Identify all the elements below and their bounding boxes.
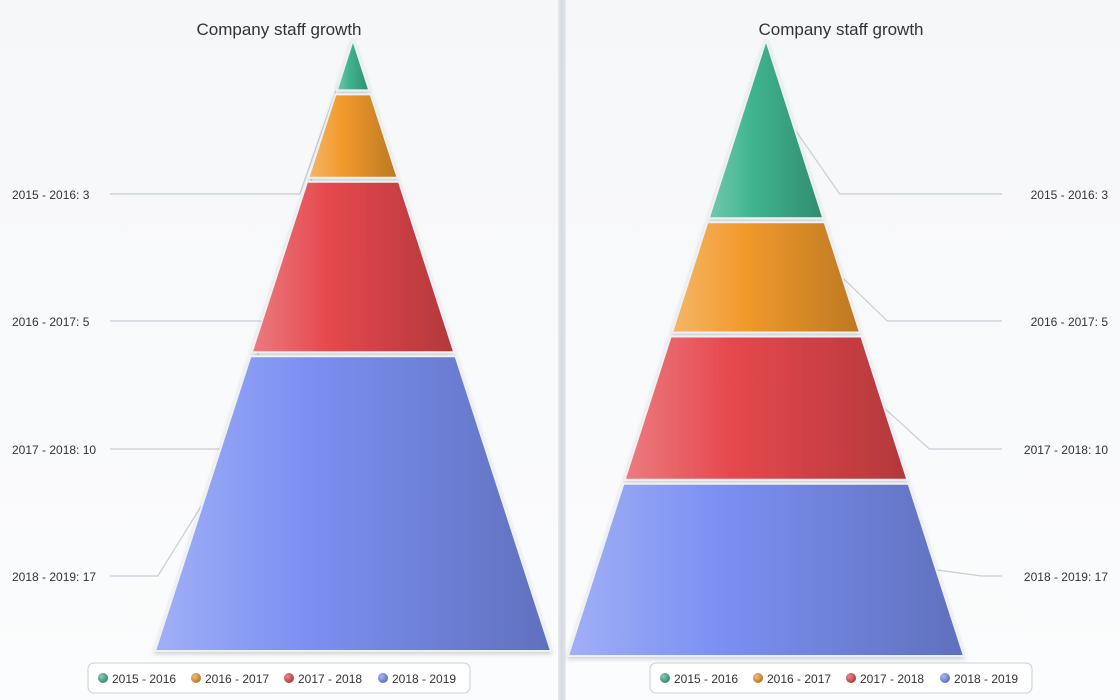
left-legend-item-1[interactable]: 2015 - 2016 — [112, 672, 176, 686]
left-legend-marker-3[interactable] — [284, 673, 294, 683]
left-segments — [153, 36, 553, 652]
left-legend-box — [87, 662, 471, 694]
right-data-label-3: 2017 - 2018: 10 — [1024, 443, 1108, 457]
right-data-label-2: 2016 - 2017: 5 — [1031, 315, 1109, 329]
right-connector-4 — [936, 569, 1002, 577]
right-connector-3 — [883, 407, 1002, 450]
right-connectors — [794, 128, 1002, 577]
right-legend-marker-4[interactable] — [940, 673, 950, 683]
left-pyramid-chart: Company staff growth 2015 - 2016: 3 2016… — [12, 20, 553, 694]
left-data-label-2: 2016 - 2017: 5 — [12, 315, 90, 329]
right-legend-item-4[interactable]: 2018 - 2019 — [954, 672, 1018, 686]
panel-divider — [558, 0, 566, 700]
left-legend-item-3[interactable]: 2017 - 2018 — [298, 672, 362, 686]
right-legend-marker-3[interactable] — [846, 673, 856, 683]
right-legend-marker-2[interactable] — [753, 673, 763, 683]
left-chart-title: Company staff growth — [196, 20, 361, 39]
left-segment-1[interactable] — [335, 36, 371, 92]
left-data-label-1: 2015 - 2016: 3 — [12, 188, 90, 202]
right-segment-4[interactable] — [566, 482, 966, 657]
left-data-label-3: 2017 - 2018: 10 — [12, 443, 96, 457]
left-legend-item-4[interactable]: 2018 - 2019 — [392, 672, 456, 686]
right-segment-3[interactable] — [623, 335, 909, 481]
right-legend-item-3[interactable]: 2017 - 2018 — [860, 672, 924, 686]
left-legend-marker-4[interactable] — [378, 673, 388, 683]
left-legend-item-2[interactable]: 2016 - 2017 — [205, 672, 269, 686]
left-legend-marker-1[interactable] — [98, 673, 108, 683]
right-chart-title: Company staff growth — [758, 20, 923, 39]
right-connector-1 — [794, 128, 1002, 195]
right-segment-2[interactable] — [670, 221, 862, 334]
right-legend-box — [649, 662, 1033, 694]
left-legend-marker-2[interactable] — [191, 673, 201, 683]
left-data-label-4: 2018 - 2019: 17 — [12, 570, 96, 584]
left-segment-4[interactable] — [153, 355, 553, 652]
left-segment-2[interactable] — [307, 93, 399, 179]
right-pyramid-chart: Company staff growth 2015 - 2016: 3 2016… — [566, 20, 1108, 694]
left-legend: 2015 - 2016 2016 - 2017 2017 - 2018 2018… — [87, 662, 471, 694]
left-segment-3[interactable] — [250, 180, 456, 354]
right-segments — [566, 36, 966, 657]
right-legend-item-2[interactable]: 2016 - 2017 — [767, 672, 831, 686]
left-connector-4 — [110, 503, 204, 577]
right-legend-item-1[interactable]: 2015 - 2016 — [674, 672, 738, 686]
right-legend: 2015 - 2016 2016 - 2017 2017 - 2018 2018… — [649, 662, 1033, 694]
right-data-labels: 2015 - 2016: 3 2016 - 2017: 5 2017 - 201… — [1024, 188, 1108, 584]
right-segment-1[interactable] — [707, 36, 825, 220]
left-data-labels: 2015 - 2016: 3 2016 - 2017: 5 2017 - 201… — [12, 188, 96, 584]
right-data-label-4: 2018 - 2019: 17 — [1024, 570, 1108, 584]
right-data-label-1: 2015 - 2016: 3 — [1031, 188, 1109, 202]
right-legend-marker-1[interactable] — [660, 673, 670, 683]
left-connector-1 — [110, 65, 346, 195]
right-connector-2 — [841, 276, 1002, 322]
